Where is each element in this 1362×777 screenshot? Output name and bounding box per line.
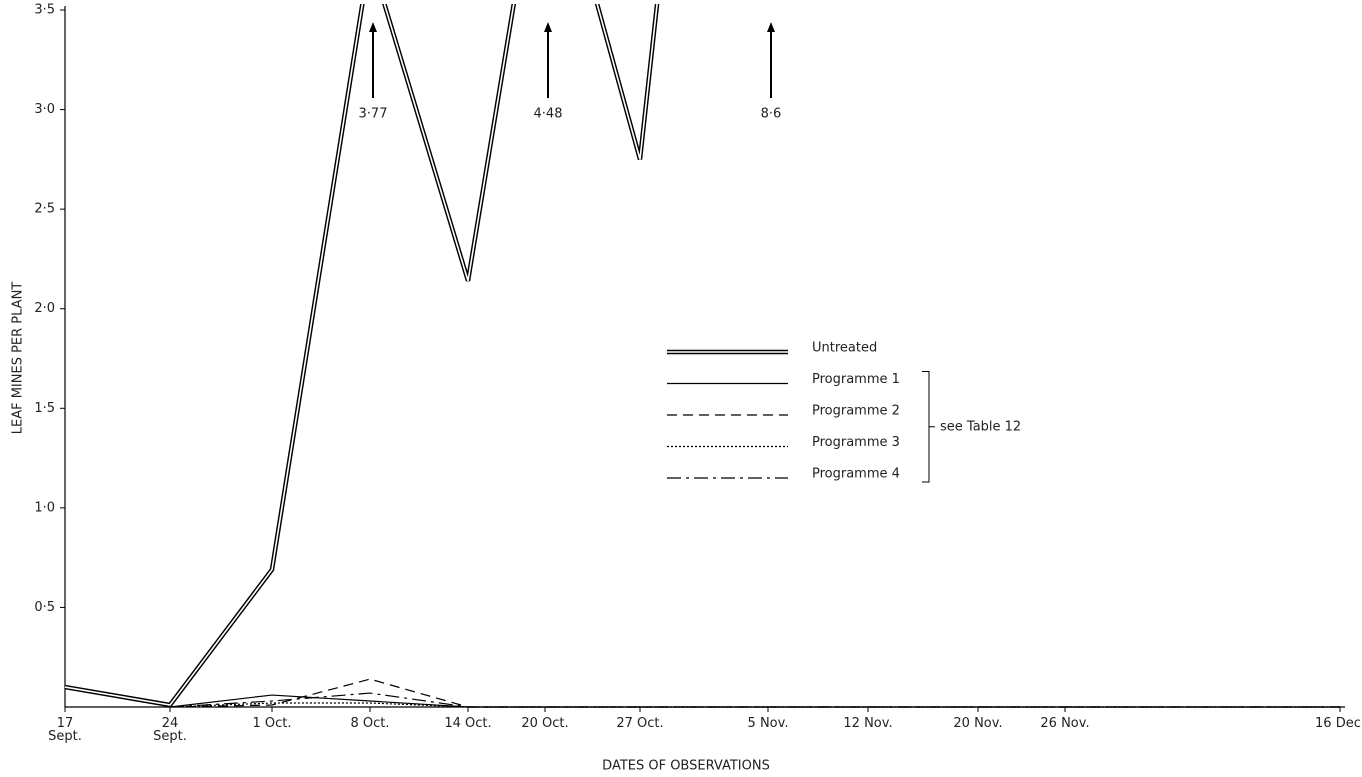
value-label: 8·6 [761, 107, 782, 122]
plot-area [64, 4, 1340, 708]
arrow-head [544, 22, 552, 32]
x-tick-label: 20 Oct. [521, 716, 569, 731]
x-tick-label: 12 Nov. [843, 716, 893, 731]
y-tick-label: 3·5 [34, 3, 55, 18]
series-line [169, 692, 1340, 708]
value-label: 3·77 [359, 107, 388, 122]
x-tick-label: 20 Nov. [953, 716, 1003, 731]
y-axis-title: LEAF MINES PER PLANT [11, 282, 26, 435]
y-tick-label: 2·5 [34, 202, 55, 217]
arrow-head [369, 22, 377, 32]
x-tick-label: 5 Nov. [747, 716, 789, 731]
x-tick-label: 1 Oct. [252, 716, 292, 731]
x-tick-label: 27 Oct. [616, 716, 664, 731]
x-tick-label: 24 Sept. [153, 716, 187, 744]
y-tick-label: 1·5 [34, 401, 55, 416]
series-line-inner [64, 4, 658, 706]
y-tick-label: 3·0 [34, 102, 55, 117]
legend-label: Programme 2 [812, 404, 900, 419]
legend-note: see Table 12 [940, 419, 1021, 434]
legend-label: Untreated [812, 341, 877, 356]
series-line [169, 678, 1340, 708]
y-tick-label: 2·0 [34, 301, 55, 316]
value-label: 4·48 [534, 107, 563, 122]
legend-label: Programme 1 [812, 372, 900, 387]
legend-label: Programme 4 [812, 467, 900, 482]
legend-bracket [922, 371, 935, 483]
x-tick-label: 17 Sept. [48, 716, 82, 744]
legend-label: Programme 3 [812, 435, 900, 450]
x-tick-label: 26 Nov. [1040, 716, 1090, 731]
series-line-outer [64, 4, 660, 708]
y-tick-label: 0·5 [34, 600, 55, 615]
x-tick-label: 8 Oct. [350, 716, 390, 731]
x-axis-title: DATES OF OBSERVATIONS [602, 759, 770, 774]
arrow-head [767, 22, 775, 32]
x-tick-label: 14 Oct. [444, 716, 492, 731]
x-tick-label: 16 Dec. [1315, 716, 1362, 731]
y-tick-label: 1·0 [34, 500, 55, 515]
series-line [169, 694, 1340, 708]
